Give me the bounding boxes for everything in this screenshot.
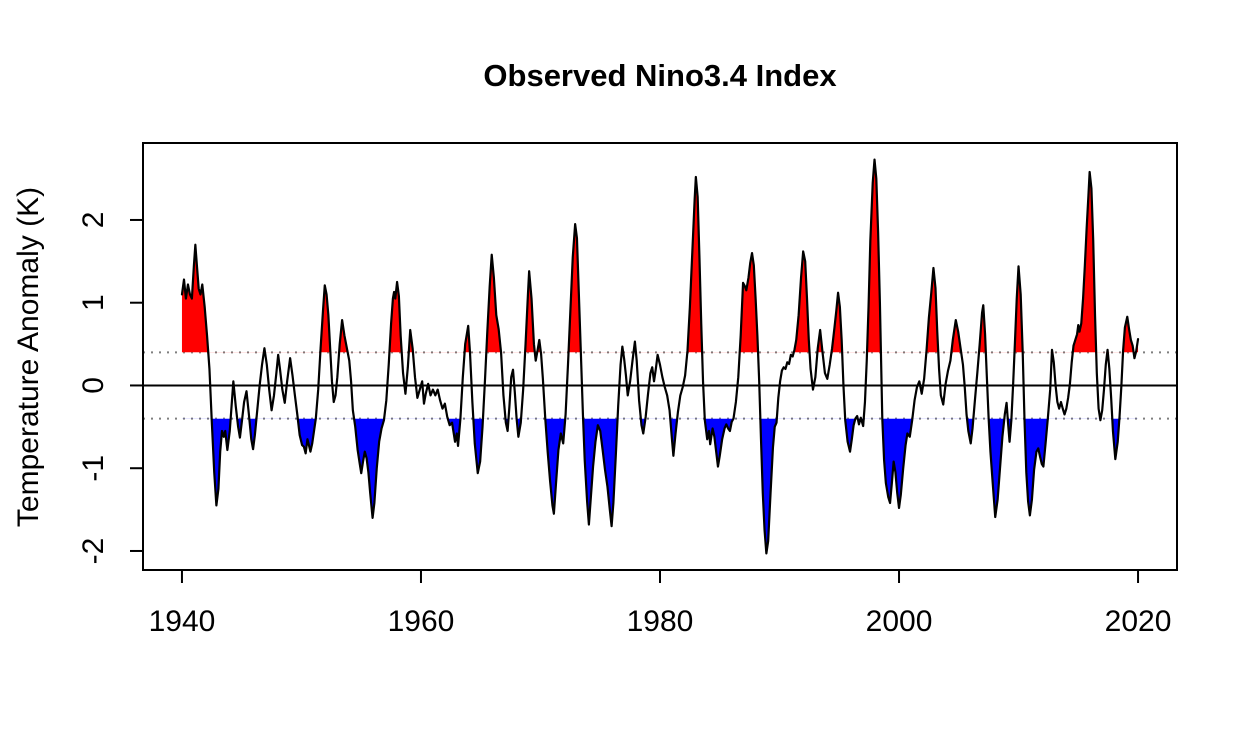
x-tick-label-1940: 1940: [149, 605, 216, 638]
anomaly-line: [180, 158, 1140, 555]
y-tick-label--2: -2: [77, 538, 110, 565]
y-tick-label--1: -1: [77, 455, 110, 482]
x-axis: 1940 1960 1980 2000 2020: [149, 570, 1172, 638]
y-tick-label-0: 0: [77, 377, 110, 394]
x-tick-label-2000: 2000: [866, 605, 933, 638]
la-nina-cold-fill: [181, 418, 1139, 554]
y-tick-label-2: 2: [77, 212, 110, 229]
x-tick-label-1960: 1960: [388, 605, 455, 638]
y-tick-label-1: 1: [77, 294, 110, 311]
y-axis-label: Temperature Anomaly (K): [12, 187, 45, 527]
x-tick-label-1980: 1980: [627, 605, 694, 638]
x-tick-label-2020: 2020: [1105, 605, 1172, 638]
chart-title: Observed Nino3.4 Index: [483, 58, 837, 93]
y-axis: 2 1 0 -1 -2: [77, 212, 143, 565]
